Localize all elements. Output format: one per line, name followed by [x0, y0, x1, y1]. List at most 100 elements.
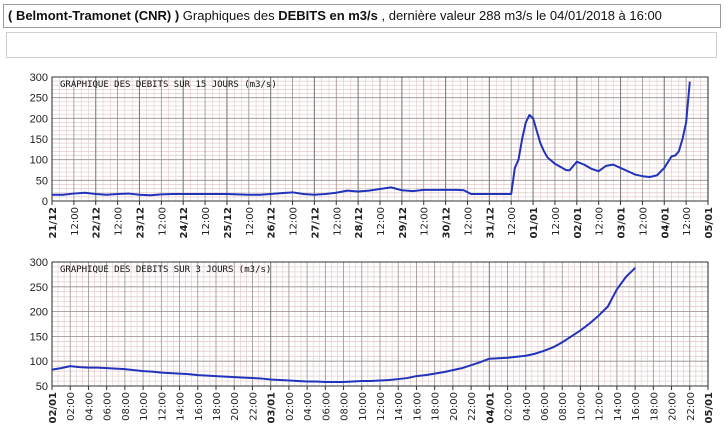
- chart3-data-point: [324, 381, 326, 383]
- chart3-xtick-label: 04/01: [485, 392, 496, 424]
- chart15-ytick-label: 100: [30, 155, 48, 167]
- chart15-data-point: [528, 114, 531, 116]
- chart15-data-point: [678, 150, 680, 152]
- chart3-data-point: [452, 369, 454, 371]
- chart15-data-point: [95, 193, 97, 195]
- chart15-data-point: [630, 172, 633, 174]
- chart15-data-point: [514, 167, 516, 169]
- chart15-data-point: [576, 161, 578, 163]
- chart3-data-point: [415, 375, 418, 377]
- chart3-xtick-label: 08:00: [340, 392, 351, 421]
- chart15-title: GRAPHIQUE DES DEBITS SUR 15 JOURS (m3/s): [60, 80, 277, 90]
- chart15-data-point: [488, 193, 490, 195]
- chart3-xtick-label: 02/01: [48, 392, 59, 424]
- chart15-data-point: [481, 193, 483, 195]
- chart15-data-point: [149, 194, 151, 196]
- chart15-xtick-label: 01/01: [529, 207, 540, 239]
- chart15-data-point: [357, 190, 359, 193]
- chart3-data-point: [552, 346, 554, 348]
- chart15-data-point: [127, 192, 130, 195]
- chart15-data-point: [539, 142, 541, 144]
- chart3-ytick-label: 250: [30, 282, 48, 294]
- chart3-xtick-label: 04:00: [84, 392, 95, 421]
- chart15-data-point: [543, 150, 545, 152]
- chart3-data-point: [78, 366, 80, 368]
- chart15-xtick-label: 12:00: [595, 207, 606, 236]
- chart3-data-point: [51, 369, 53, 371]
- chart15-data-point: [674, 154, 676, 157]
- chart15-data-point: [248, 194, 250, 196]
- chart15-data-point: [510, 193, 512, 195]
- chart3-xtick-label: 06:00: [103, 392, 114, 421]
- chart15-data-point: [561, 167, 563, 169]
- chart3-data-point: [561, 341, 563, 343]
- chart15-data-point: [117, 193, 119, 195]
- chart15-data-point: [259, 194, 261, 196]
- chart3-data-point: [579, 329, 582, 332]
- chart3-data-point: [151, 371, 153, 373]
- chart15-data-point: [313, 194, 315, 196]
- chart3-data-point: [260, 377, 263, 380]
- chart3-ytick-label: 50: [36, 381, 48, 393]
- chart3-data-point: [352, 380, 354, 383]
- chart15-data-point: [138, 194, 141, 196]
- chart3-xtick-label: 22:00: [467, 392, 478, 421]
- chart3-data-point: [607, 306, 609, 308]
- chart3-data-point: [634, 267, 636, 269]
- header-text-pre: Graphiques des: [179, 8, 279, 23]
- chart3-xtick-label: 10:00: [576, 392, 587, 421]
- chart15-xtick-label: 29/12: [398, 207, 409, 239]
- chart3-data-point: [488, 358, 490, 360]
- chart3-data-point: [625, 276, 627, 278]
- chart15-xtick-label: 24/12: [179, 207, 190, 239]
- chart15-data-point: [681, 138, 684, 140]
- chart15-xtick-label: 12:00: [507, 207, 518, 236]
- chart15-data-point: [605, 165, 607, 167]
- chart15-xtick-label: 12:00: [70, 207, 81, 236]
- chart15-ytick-label: 250: [30, 93, 48, 105]
- chart15-xtick-label: 12:00: [638, 207, 649, 236]
- chart15-data-point: [182, 193, 184, 195]
- chart15-data-point: [62, 194, 64, 196]
- chart15-data-point: [517, 159, 520, 161]
- chart15-data-point: [612, 164, 614, 166]
- chart3-data-point: [370, 380, 372, 382]
- chart15-data-point: [689, 81, 691, 83]
- chart15-xtick-label: 12:00: [332, 207, 343, 236]
- chart15-data-point: [503, 193, 505, 195]
- chart15-data-point: [634, 173, 636, 176]
- chart15-data-point: [84, 192, 86, 194]
- chart3-data-point: [616, 288, 618, 290]
- chart15-data-point: [423, 189, 425, 191]
- chart3-xtick-label: 06:00: [321, 392, 332, 421]
- chart3-data-point: [206, 374, 208, 377]
- chart3-data-point: [525, 355, 527, 357]
- chart3-data-point: [233, 376, 235, 378]
- chart3-data-point: [169, 372, 172, 374]
- empty-subheader-box: [6, 32, 717, 58]
- chart3-data-point: [570, 335, 572, 337]
- chart3-xtick-label: 20:00: [668, 392, 679, 421]
- chart3-data-point: [534, 353, 536, 355]
- chart15-data-point: [685, 121, 687, 124]
- chart15-xtick-label: 30/12: [442, 207, 453, 239]
- chart15-data-point: [568, 169, 571, 172]
- chart3-data-point: [497, 357, 500, 359]
- chart3-xtick-label: 04:00: [522, 392, 533, 421]
- chart-3-days: 50 100 150 200 250 300 02/01 02:00 04:00 06:00 08:…: [30, 257, 715, 424]
- chart15-xtick-label: 31/12: [485, 207, 496, 239]
- chart15-data-point: [270, 193, 272, 195]
- chart3-data-point: [342, 381, 345, 383]
- chart3-data-point: [297, 380, 299, 382]
- chart3-data-point: [406, 377, 408, 379]
- chart3-data-point: [279, 379, 281, 381]
- chart3-xtick-label: 10:00: [358, 392, 369, 421]
- chart3-data-point: [424, 374, 427, 376]
- chart15-data-point: [281, 192, 283, 194]
- chart15-data-point: [547, 157, 549, 159]
- chart3-data-point: [461, 367, 463, 369]
- chart3-data-point: [315, 380, 317, 383]
- chart15-data-point: [670, 155, 673, 157]
- chart15-ytick-label: 300: [30, 72, 48, 84]
- chart15-data-point: [401, 189, 403, 191]
